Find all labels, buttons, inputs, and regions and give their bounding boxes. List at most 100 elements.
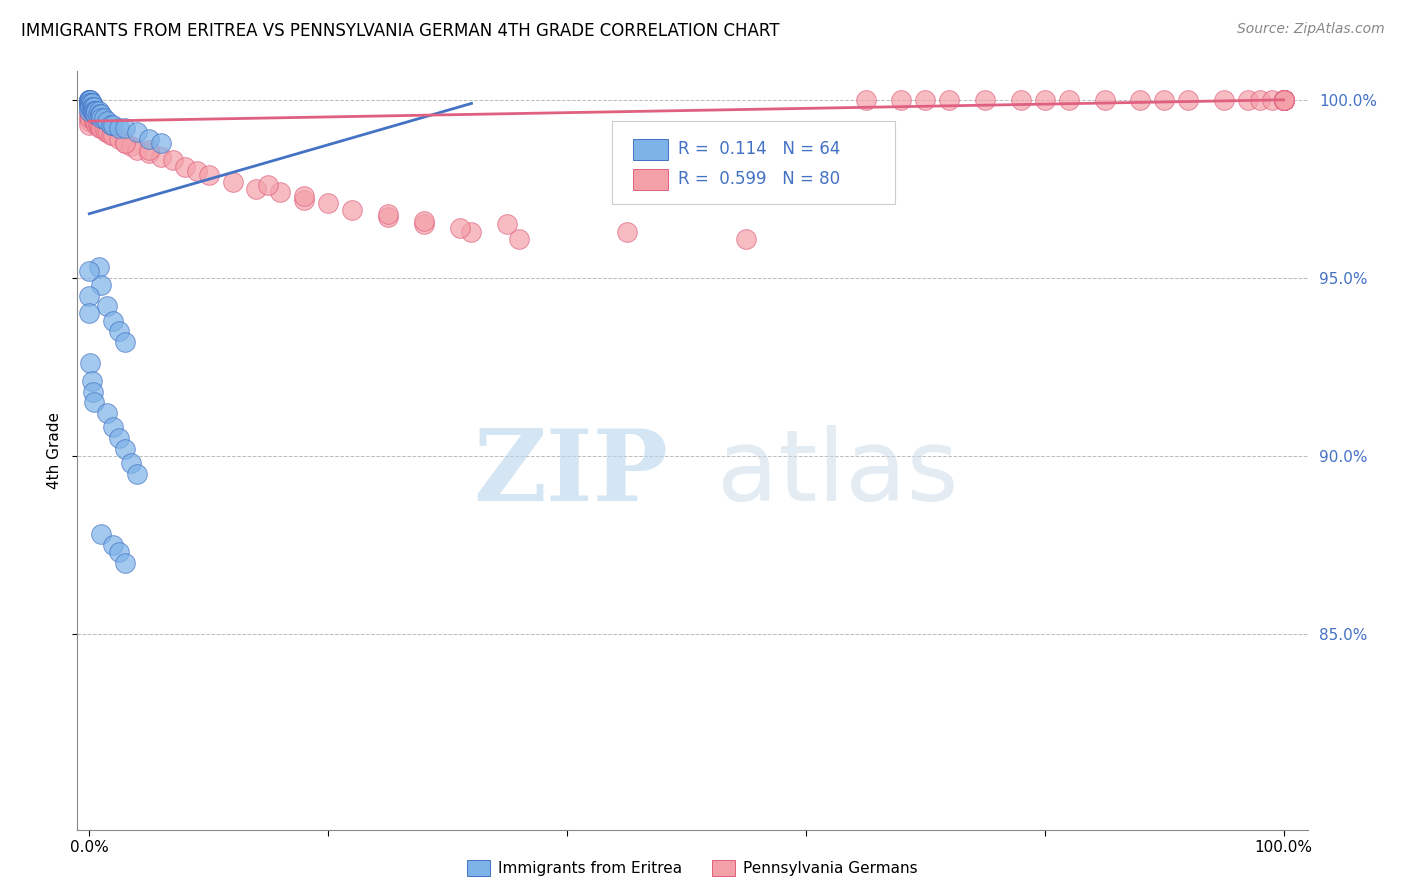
Point bbox=[1272, 93, 1295, 107]
Point bbox=[245, 182, 267, 196]
Y-axis label: 4th Grade: 4th Grade bbox=[46, 412, 62, 489]
Point bbox=[508, 232, 530, 246]
Point bbox=[120, 139, 142, 153]
Point bbox=[77, 96, 100, 111]
Point bbox=[84, 107, 107, 121]
Point bbox=[80, 96, 103, 111]
Point bbox=[1272, 93, 1295, 107]
Point bbox=[1261, 93, 1284, 107]
Point bbox=[914, 93, 936, 107]
Point bbox=[114, 136, 136, 150]
Point bbox=[90, 527, 112, 541]
Point bbox=[1272, 93, 1295, 107]
Point bbox=[108, 431, 131, 445]
Point bbox=[86, 118, 108, 132]
Point bbox=[496, 218, 519, 232]
Point bbox=[377, 207, 399, 221]
Point bbox=[82, 384, 104, 399]
Point bbox=[77, 103, 100, 118]
Point bbox=[82, 111, 104, 125]
Point bbox=[79, 111, 101, 125]
Point bbox=[80, 100, 103, 114]
Point bbox=[162, 153, 184, 168]
Point bbox=[114, 334, 136, 349]
Point bbox=[100, 128, 122, 143]
Point bbox=[80, 103, 103, 118]
Point bbox=[108, 132, 131, 146]
Point bbox=[257, 178, 280, 193]
Point bbox=[83, 114, 105, 128]
Point bbox=[77, 93, 100, 107]
Point bbox=[1177, 93, 1199, 107]
Point bbox=[974, 93, 997, 107]
Point bbox=[83, 100, 105, 114]
Point bbox=[449, 221, 471, 235]
Point bbox=[120, 456, 142, 470]
Point bbox=[77, 93, 100, 107]
Point bbox=[197, 168, 219, 182]
Point bbox=[1272, 93, 1295, 107]
Point bbox=[77, 96, 100, 111]
Point bbox=[1272, 93, 1295, 107]
Point bbox=[87, 118, 110, 132]
Point bbox=[316, 196, 339, 211]
Point bbox=[1129, 93, 1152, 107]
Point bbox=[77, 96, 100, 111]
Point bbox=[890, 93, 912, 107]
Point bbox=[938, 93, 960, 107]
Point bbox=[87, 260, 110, 274]
Point bbox=[80, 107, 103, 121]
Point bbox=[96, 114, 118, 128]
Point bbox=[101, 118, 124, 132]
Point bbox=[79, 356, 101, 370]
Point bbox=[1272, 93, 1295, 107]
Point bbox=[1153, 93, 1175, 107]
Point bbox=[86, 118, 108, 132]
Text: R =  0.599   N = 80: R = 0.599 N = 80 bbox=[678, 170, 839, 188]
Point bbox=[1272, 93, 1295, 107]
Point bbox=[855, 93, 877, 107]
Point bbox=[114, 136, 136, 150]
Point bbox=[221, 175, 243, 189]
Point bbox=[125, 143, 148, 157]
Point bbox=[1272, 93, 1295, 107]
Point bbox=[77, 100, 100, 114]
Point bbox=[93, 121, 115, 136]
Point bbox=[149, 150, 172, 164]
Point bbox=[77, 111, 100, 125]
Text: IMMIGRANTS FROM ERITREA VS PENNSYLVANIA GERMAN 4TH GRADE CORRELATION CHART: IMMIGRANTS FROM ERITREA VS PENNSYLVANIA … bbox=[21, 22, 779, 40]
Point bbox=[79, 93, 101, 107]
Point bbox=[1249, 93, 1271, 107]
Point bbox=[77, 288, 100, 302]
Point bbox=[84, 103, 107, 118]
Point bbox=[1272, 93, 1295, 107]
Point bbox=[90, 111, 112, 125]
Point bbox=[77, 100, 100, 114]
Point bbox=[1057, 93, 1080, 107]
Point bbox=[149, 136, 172, 150]
Point bbox=[101, 313, 124, 327]
Point bbox=[80, 374, 103, 388]
Point bbox=[1033, 93, 1056, 107]
Point bbox=[1010, 93, 1032, 107]
Point bbox=[101, 538, 124, 552]
Point bbox=[1213, 93, 1236, 107]
Point bbox=[377, 211, 399, 225]
Point bbox=[114, 556, 136, 570]
Point bbox=[108, 324, 131, 338]
Point bbox=[90, 107, 112, 121]
Point bbox=[82, 100, 104, 114]
Point bbox=[1272, 93, 1295, 107]
Point bbox=[77, 93, 100, 107]
Point bbox=[173, 161, 195, 175]
Point bbox=[1094, 93, 1116, 107]
Point bbox=[100, 118, 122, 132]
Text: Source: ZipAtlas.com: Source: ZipAtlas.com bbox=[1237, 22, 1385, 37]
Point bbox=[138, 143, 160, 157]
Point bbox=[79, 96, 101, 111]
Point bbox=[90, 277, 112, 292]
FancyBboxPatch shape bbox=[634, 139, 668, 160]
Point bbox=[79, 103, 101, 118]
Point bbox=[1272, 93, 1295, 107]
Point bbox=[96, 406, 118, 420]
